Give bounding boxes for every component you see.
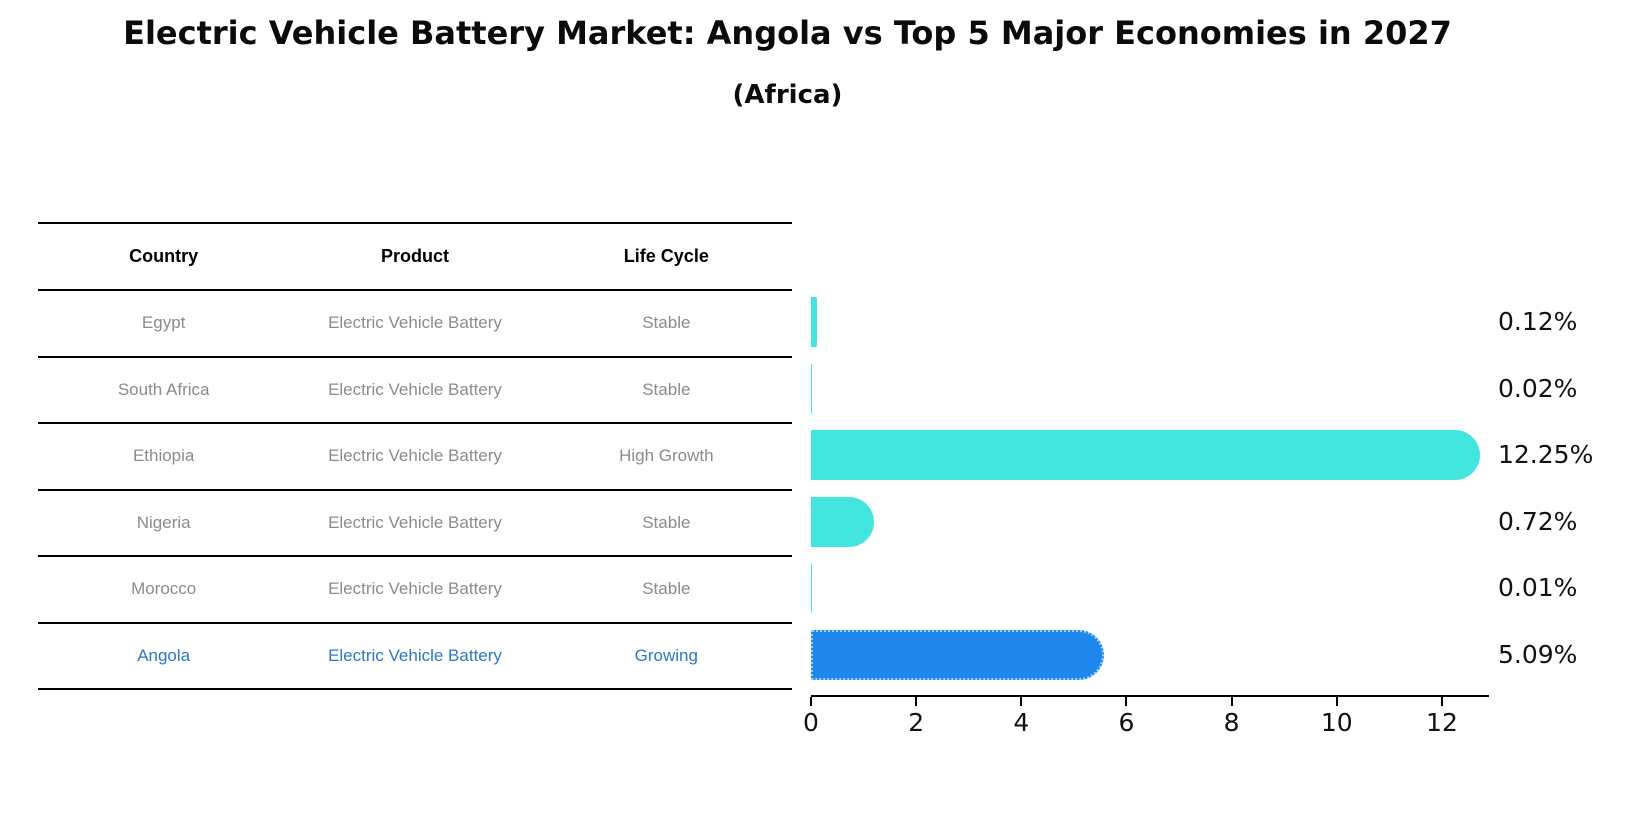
table-cell-product: Electric Vehicle Battery [328,446,502,466]
value-label: 0.12% [1498,307,1578,337]
table-cell-country: Angola [137,645,191,665]
table-row: Ethiopia Electric Vehicle Battery High Gro… [38,424,792,491]
table-cell-lifecycle: Stable [642,579,691,599]
x-axis-tick [1125,697,1128,706]
table-cell-product: Electric Vehicle Battery [328,379,502,399]
table-cell-lifecycle: Stable [642,512,691,532]
page-title: Electric Vehicle Battery Market: Angola … [123,14,1452,52]
table-row: Egypt Electric Vehicle Battery Stable [38,291,792,358]
bar-morocco [811,563,812,614]
x-axis-tick [1440,697,1443,706]
table-cell-product: Electric Vehicle Battery [328,579,502,599]
column-header-product: Product [380,246,449,266]
table-cell-country: Morocco [131,579,197,599]
bar-south-africa [811,363,813,414]
table-cell-lifecycle: Growing [634,645,698,665]
table-row: Nigeria Electric Vehicle Battery Stable [38,491,792,557]
column-header-lifecycle: Life Cycle [623,246,709,266]
x-axis-tick-label: 6 [1118,708,1135,737]
column-header-country: Country [129,246,199,266]
title-block: Electric Vehicle Battery Market: Angola … [0,0,1575,110]
table-cell-country: South Africa [117,379,210,399]
table-body: Egypt Electric Vehicle Battery Stable South… [38,291,792,690]
x-axis-line [811,695,1489,697]
page-subtitle: (Africa) [732,80,843,110]
table-cell-lifecycle: Stable [642,379,691,399]
table-cell-country: Ethiopia [132,446,195,466]
table-row: Angola Electric Vehicle Battery Growing [38,624,792,690]
x-axis-tick [915,697,918,706]
x-axis-tick-label: 2 [908,708,925,737]
x-axis-tick-label: 8 [1223,708,1240,737]
x-axis-tick [810,697,812,706]
data-table: Country Product Life Cycle Egypt Electric… [38,222,792,690]
bar-nigeria [811,496,874,547]
x-axis-tick-label: 4 [1013,708,1030,737]
x-axis-tick-label: 10 [1320,708,1353,737]
bar-highlight-angola [811,629,1104,680]
table-cell-lifecycle: High Growth [619,446,714,466]
x-axis-tick [1020,697,1023,706]
table-cell-product: Electric Vehicle Battery [328,512,502,532]
value-label: 0.72% [1498,506,1578,536]
table-cell-lifecycle: Stable [642,313,691,333]
table-cell-product: Electric Vehicle Battery [328,313,502,333]
value-label: 5.09% [1498,639,1578,669]
x-axis-tick-label: 12 [1426,708,1458,737]
bar-ethiopia [811,430,1481,481]
x-axis-tick [1230,697,1233,706]
value-label: 0.01% [1498,573,1578,603]
table-cell-country: Nigeria [136,512,191,532]
table-header-row: Country Product Life Cycle [38,222,792,291]
x-axis-tick [1335,697,1338,706]
bar-egypt [811,297,818,348]
table-row: South Africa Electric Vehicle Battery Stab… [38,358,792,424]
value-label: 0.02% [1498,373,1578,403]
x-axis-tick-label: 0 [803,708,819,737]
table-row: Morocco Electric Vehicle Battery Stable [38,557,792,624]
table-cell-product: Electric Vehicle Battery [328,645,502,665]
table-cell-country: Egypt [141,313,186,333]
value-label: 12.25% [1498,440,1594,470]
